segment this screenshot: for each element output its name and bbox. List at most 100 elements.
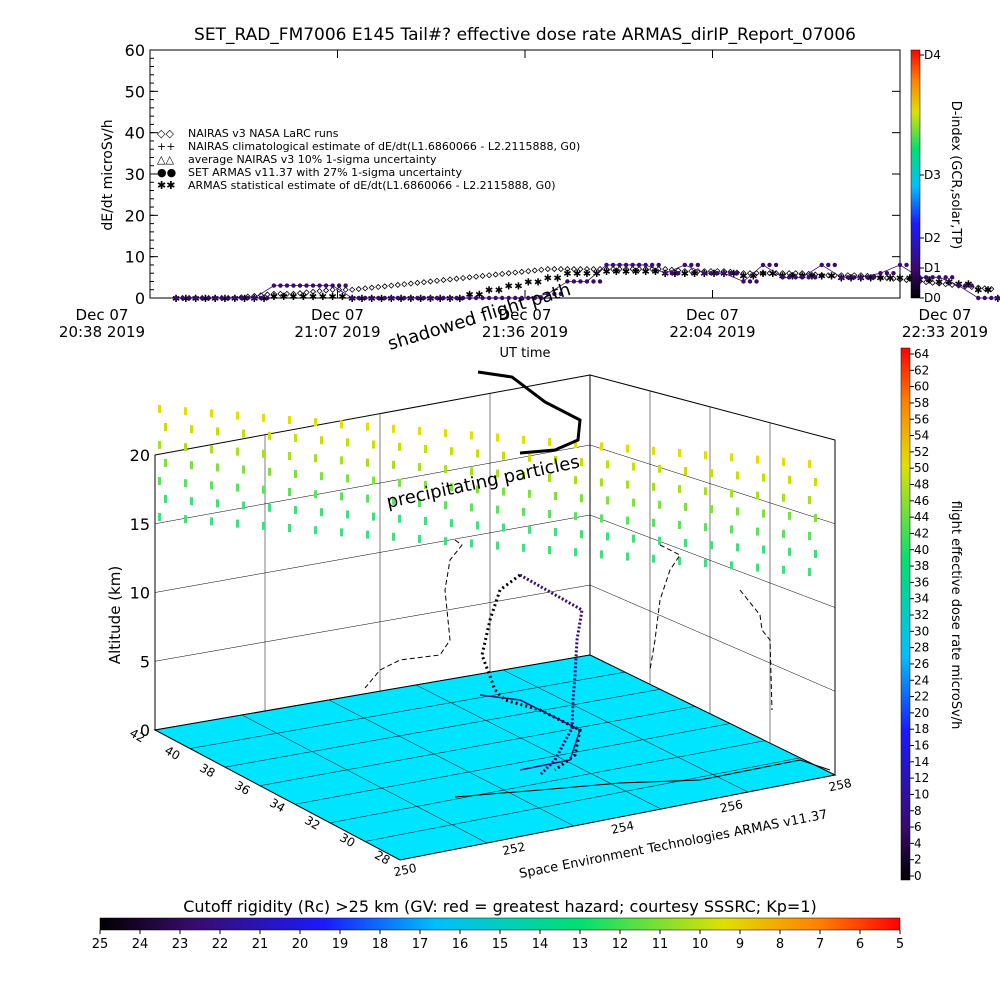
top-x-axis-label: UT time bbox=[500, 346, 551, 361]
legend-symbol: ●● bbox=[157, 166, 176, 179]
dose-particle bbox=[554, 456, 557, 464]
nairas-point bbox=[466, 274, 473, 281]
armas-point bbox=[799, 275, 805, 280]
dose-particle bbox=[216, 427, 219, 436]
y-tick-label: 40 bbox=[125, 124, 145, 143]
dose-particle bbox=[424, 517, 427, 525]
armas-point bbox=[571, 279, 577, 284]
dose-particle bbox=[652, 554, 655, 563]
dose-particle bbox=[210, 517, 213, 526]
ground-track bbox=[479, 694, 581, 771]
dose-rate-tick-label: 50 bbox=[914, 461, 929, 475]
altitude-3d-panel: 0 5 10 15 20 42 40 38 36 34 32 30 28 250 252 254 256 25… bbox=[127, 370, 853, 879]
x-tick-time: 22:04 2019 bbox=[669, 323, 755, 341]
dose-particle bbox=[158, 405, 161, 413]
armas-statistical-point: ✱ bbox=[280, 292, 288, 303]
dose-particle bbox=[190, 461, 193, 470]
dose-rate-tick-label: 58 bbox=[914, 396, 929, 410]
dose-particle bbox=[684, 467, 687, 475]
armas-point bbox=[467, 295, 472, 301]
armas-point bbox=[239, 295, 244, 301]
altitude-tick-label: 15 bbox=[130, 515, 150, 534]
precipitating-particles-annotation: precipitating particles bbox=[385, 451, 582, 512]
nairas-point bbox=[329, 286, 336, 293]
dose-particle bbox=[242, 501, 245, 510]
dose-particle bbox=[788, 475, 791, 484]
armas-statistical-point: ✱ bbox=[906, 273, 914, 284]
dose-particle bbox=[632, 462, 635, 471]
dose-particle bbox=[262, 521, 265, 530]
dose-particle bbox=[314, 490, 317, 499]
nairas-point bbox=[362, 285, 369, 292]
armas-statistical-point: ✱ bbox=[338, 292, 346, 303]
nairas-point bbox=[446, 276, 454, 283]
nairas-point bbox=[368, 284, 375, 291]
dose-particle bbox=[522, 507, 525, 516]
dose-rate-colorbar bbox=[900, 347, 911, 881]
longitude-tick-label: 250 bbox=[393, 861, 418, 879]
armas-point bbox=[578, 279, 583, 284]
nairas-point bbox=[551, 266, 558, 273]
dose-particle bbox=[522, 435, 525, 444]
nairas-point bbox=[877, 274, 884, 281]
armas-point bbox=[232, 295, 237, 301]
longitude-tick-label: 256 bbox=[719, 797, 744, 815]
dose-particle bbox=[710, 469, 713, 478]
dose-particle bbox=[450, 447, 453, 456]
dose-particle bbox=[626, 480, 629, 489]
cutoff-tick-label: 8 bbox=[776, 937, 784, 952]
armas-point bbox=[376, 295, 381, 301]
dose-particle bbox=[632, 534, 635, 543]
dose-particle bbox=[288, 524, 291, 532]
dose-rate-tick-label: 42 bbox=[914, 526, 929, 540]
dose-particle bbox=[522, 471, 525, 480]
armas-point bbox=[349, 295, 355, 301]
armas-point bbox=[408, 295, 414, 301]
dose-particle bbox=[314, 526, 317, 535]
dose-particle bbox=[262, 485, 265, 494]
d-index-colorbar bbox=[910, 49, 921, 299]
dose-particle bbox=[320, 508, 323, 517]
armas-statistical-point: ✱ bbox=[671, 269, 679, 280]
dose-particle bbox=[658, 536, 661, 545]
armas-point bbox=[206, 295, 211, 301]
dose-particle bbox=[808, 568, 811, 576]
armas-point bbox=[669, 271, 674, 276]
armas-point bbox=[558, 291, 564, 297]
x-tick-date: Dec 07 bbox=[686, 306, 739, 324]
armas-point bbox=[741, 279, 746, 284]
dose-particle bbox=[710, 541, 713, 550]
side-grid-line bbox=[589, 514, 836, 608]
armas-statistical-point: ✱ bbox=[524, 277, 532, 288]
dose-particle bbox=[736, 543, 739, 552]
dose-particle bbox=[626, 552, 629, 561]
dose-particle bbox=[210, 481, 213, 490]
armas-statistical-point: ✱ bbox=[456, 294, 464, 305]
cutoff-tick-label: 21 bbox=[252, 937, 269, 952]
armas-point bbox=[584, 279, 590, 284]
nairas-point bbox=[623, 266, 630, 273]
floor-grid-line bbox=[329, 740, 766, 824]
dose-particle bbox=[678, 557, 681, 565]
dose-particle bbox=[392, 460, 395, 469]
armas-point bbox=[891, 271, 896, 276]
nairas-point bbox=[290, 290, 297, 297]
dose-rate-tick-label: 8 bbox=[914, 804, 922, 818]
dose-rate-tick-label: 18 bbox=[914, 722, 929, 736]
nairas-point bbox=[596, 266, 604, 273]
cutoff-tick-label: 13 bbox=[572, 937, 589, 952]
cutoff-tick-label: 23 bbox=[172, 937, 189, 952]
armas-point bbox=[506, 295, 511, 301]
armas-point bbox=[499, 295, 505, 301]
armas-point bbox=[297, 283, 303, 288]
armas-point bbox=[226, 295, 231, 301]
armas-point bbox=[734, 271, 740, 276]
legend-symbol: ✱✱ bbox=[157, 179, 175, 192]
armas-statistical-point: ✱ bbox=[485, 286, 493, 297]
nairas-point bbox=[375, 283, 382, 291]
dose-particle bbox=[340, 456, 343, 465]
armas-point bbox=[676, 271, 681, 276]
dose-particle bbox=[782, 493, 785, 502]
nairas-point bbox=[694, 268, 701, 275]
armas-statistical-point: ✱ bbox=[319, 292, 327, 303]
